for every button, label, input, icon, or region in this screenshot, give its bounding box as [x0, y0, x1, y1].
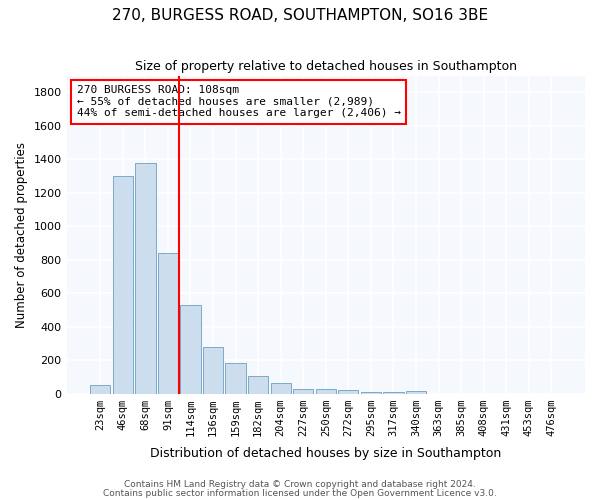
Bar — [271, 382, 291, 394]
Bar — [226, 362, 246, 394]
Text: Contains public sector information licensed under the Open Government Licence v3: Contains public sector information licen… — [103, 488, 497, 498]
Bar — [181, 305, 200, 394]
Text: 270, BURGESS ROAD, SOUTHAMPTON, SO16 3BE: 270, BURGESS ROAD, SOUTHAMPTON, SO16 3BE — [112, 8, 488, 22]
Bar — [248, 376, 268, 394]
Text: 270 BURGESS ROAD: 108sqm
← 55% of detached houses are smaller (2,989)
44% of sem: 270 BURGESS ROAD: 108sqm ← 55% of detach… — [77, 85, 401, 118]
Bar — [203, 346, 223, 394]
Text: Contains HM Land Registry data © Crown copyright and database right 2024.: Contains HM Land Registry data © Crown c… — [124, 480, 476, 489]
Bar — [316, 390, 336, 394]
Bar — [90, 385, 110, 394]
Bar — [293, 388, 313, 394]
Y-axis label: Number of detached properties: Number of detached properties — [15, 142, 28, 328]
Bar — [158, 253, 178, 394]
X-axis label: Distribution of detached houses by size in Southampton: Distribution of detached houses by size … — [150, 447, 502, 460]
Bar — [361, 392, 381, 394]
Bar — [113, 176, 133, 394]
Bar — [338, 390, 358, 394]
Bar — [406, 391, 426, 394]
Title: Size of property relative to detached houses in Southampton: Size of property relative to detached ho… — [135, 60, 517, 73]
Bar — [383, 392, 404, 394]
Bar — [135, 162, 155, 394]
